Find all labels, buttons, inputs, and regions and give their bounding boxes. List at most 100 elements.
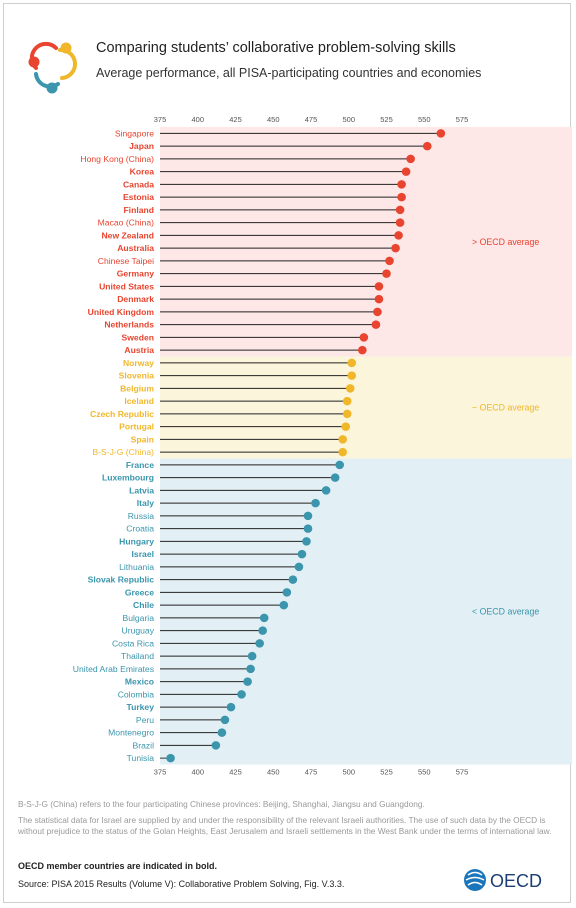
lollipop-dot <box>395 218 405 227</box>
x-tick-label-bottom: 550 <box>418 768 431 777</box>
x-tick-label-top: 400 <box>191 115 204 124</box>
band-label-bg-similar <box>462 356 572 459</box>
country-label: Portugal <box>119 422 154 432</box>
chart-subtitle: Average performance, all PISA-participat… <box>96 66 482 80</box>
x-tick-label-bottom: 475 <box>305 768 318 777</box>
lollipop-dot <box>243 677 252 686</box>
country-label: Spain <box>131 434 154 444</box>
x-tick-label-bottom: 425 <box>229 768 242 777</box>
country-label: Chile <box>133 600 154 610</box>
country-label: Chinese Taipei <box>98 256 154 266</box>
country-label: Norway <box>123 358 154 368</box>
country-label: Slovenia <box>119 371 155 381</box>
lollipop-dot <box>247 651 257 661</box>
lollipop-dot <box>303 511 313 521</box>
x-tick-label-top: 425 <box>229 115 242 124</box>
lollipop-dot <box>342 409 352 419</box>
lollipop-dot <box>406 154 415 164</box>
country-label: Thailand <box>121 651 154 661</box>
x-tick-label-bottom: 525 <box>380 768 393 777</box>
lollipop-dot <box>338 435 348 444</box>
lollipop-dot <box>436 129 446 138</box>
band-label-bg-above <box>462 127 572 357</box>
footnote-bsjg: B-S-J-G (China) refers to the four parti… <box>18 799 425 809</box>
lollipop-dot <box>385 256 394 266</box>
lollipop-dot <box>373 307 382 317</box>
lollipop-dot <box>397 192 406 202</box>
oecd-logo-icon: OECD <box>464 869 542 891</box>
x-tick-label-top: 525 <box>380 115 393 124</box>
lollipop-dot <box>397 180 406 189</box>
country-label: New Zealand <box>101 230 154 240</box>
x-tick-label-bottom: 575 <box>456 768 469 777</box>
country-label: Montenegro <box>108 728 154 738</box>
lollipop-dot <box>246 664 255 674</box>
band-below <box>160 458 462 765</box>
lollipop-dot <box>345 384 355 393</box>
country-label: Singapore <box>115 128 154 138</box>
lollipop-dot <box>226 702 236 712</box>
lollipop-dot <box>341 422 351 431</box>
country-label: France <box>126 460 154 470</box>
country-label: Korea <box>130 167 155 177</box>
country-label: Latvia <box>129 485 154 495</box>
group-label-below: < OECD average <box>472 607 539 617</box>
lollipop-dot <box>311 498 320 508</box>
lollipop-dot <box>401 167 411 176</box>
group-label-similar: ~ OECD average <box>472 403 539 413</box>
country-label: Czech Republic <box>90 409 154 419</box>
lollipop-dot <box>422 141 432 151</box>
band-similar <box>160 356 462 459</box>
lollipop-dot <box>288 575 298 584</box>
country-label: Greece <box>125 587 154 597</box>
lollipop-dot <box>211 741 221 750</box>
band-above <box>160 127 462 357</box>
country-label: Hong Kong (China) <box>80 154 154 164</box>
lollipop-dot <box>371 320 381 329</box>
country-label: Denmark <box>117 294 154 304</box>
country-label: Slovak Republic <box>88 575 155 585</box>
lollipop-dot <box>321 486 331 495</box>
country-label: Italy <box>137 498 154 508</box>
lollipop-dot <box>394 231 403 240</box>
lollipop-dot <box>347 358 357 368</box>
x-tick-label-bottom: 500 <box>342 768 355 777</box>
country-label: B-S-J-G (China) <box>92 447 154 457</box>
lollipop-dot <box>259 613 269 623</box>
lollipop-dot <box>359 333 369 342</box>
lollipop-dot <box>282 588 292 597</box>
country-label: Tunisia <box>127 753 155 763</box>
country-label: Brazil <box>133 740 155 750</box>
lollipop-dot <box>382 269 391 278</box>
country-label: Hungary <box>119 536 154 546</box>
lollipop-dot <box>395 205 405 215</box>
x-tick-label-top: 500 <box>342 115 355 124</box>
oecd-members-note: OECD member countries are indicated in b… <box>18 861 218 871</box>
lollipop-dot <box>374 282 384 291</box>
x-tick-label-bottom: 400 <box>191 768 204 777</box>
lollipop-dot <box>374 294 384 304</box>
country-label: Russia <box>128 511 154 521</box>
country-label: Estonia <box>123 192 154 202</box>
country-label: Australia <box>117 243 154 253</box>
source-note: Source: PISA 2015 Results (Volume V): Co… <box>18 879 345 889</box>
footnote-israel: The statistical data for Israel are supp… <box>18 815 552 836</box>
country-label: Croatia <box>126 524 154 534</box>
x-tick-label-top: 575 <box>456 115 469 124</box>
lollipop-dot <box>302 537 311 546</box>
lollipop-dot <box>303 524 313 533</box>
x-tick-label-top: 450 <box>267 115 280 124</box>
lollipop-dot <box>237 690 246 699</box>
lollipop-dot <box>297 549 307 559</box>
x-tick-label-bottom: 375 <box>154 768 167 777</box>
x-tick-label-top: 475 <box>305 115 318 124</box>
country-label: Luxembourg <box>102 473 154 483</box>
country-label: Israel <box>132 549 154 559</box>
lollipop-dot <box>220 715 230 725</box>
country-label: United Kingdom <box>88 307 155 317</box>
country-label: Colombia <box>118 689 155 699</box>
group-label-above: > OECD average <box>472 237 539 247</box>
lollipop-dot <box>330 473 340 482</box>
country-label: Iceland <box>124 396 154 406</box>
x-tick-label-top: 550 <box>418 115 431 124</box>
